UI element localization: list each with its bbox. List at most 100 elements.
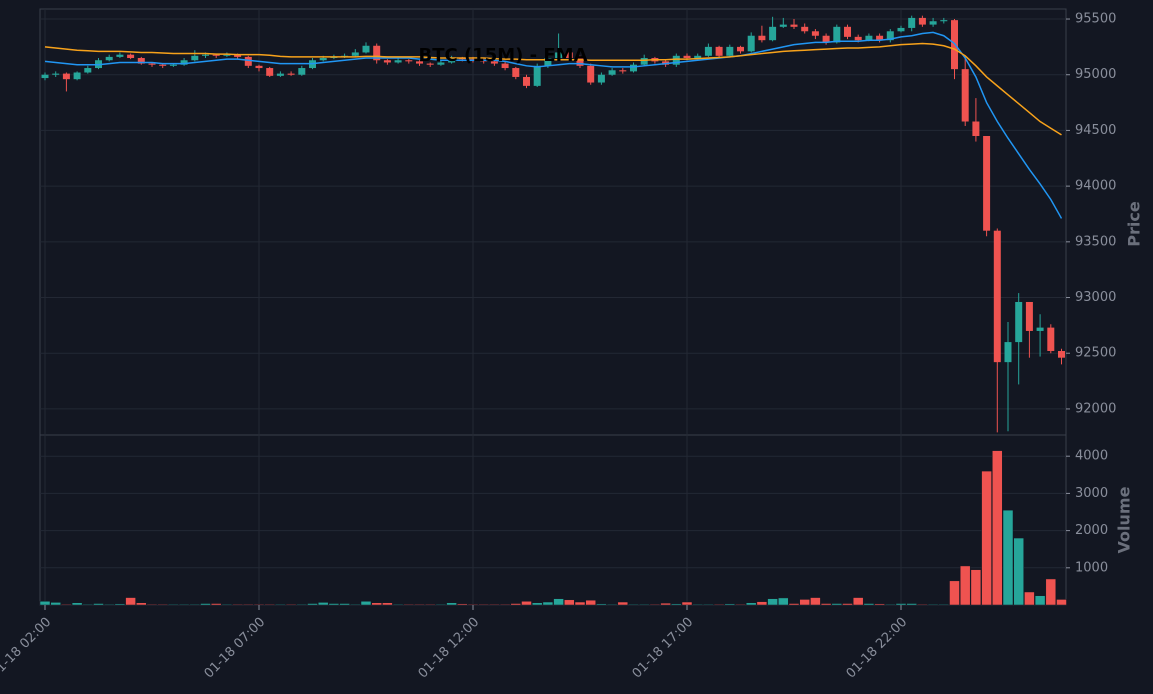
volume-bar bbox=[692, 604, 703, 606]
y-tick-label: 93500 bbox=[1075, 234, 1116, 249]
candle-body bbox=[844, 26, 851, 37]
y-tick-label: 95000 bbox=[1075, 67, 1116, 82]
candle-body bbox=[383, 60, 391, 63]
volume-bar bbox=[435, 604, 447, 606]
volume-bar bbox=[339, 603, 350, 606]
volume-panel bbox=[39, 434, 1067, 606]
candle-body bbox=[437, 62, 445, 65]
volume-bar bbox=[243, 604, 254, 606]
candle-body bbox=[940, 20, 948, 22]
volume-bar bbox=[1013, 537, 1024, 606]
candle-body bbox=[137, 58, 145, 64]
y-tick-label: 92500 bbox=[1075, 346, 1116, 361]
volume-bar bbox=[350, 604, 361, 606]
volume-bar bbox=[296, 604, 308, 606]
candle-body bbox=[854, 36, 862, 41]
candle-body bbox=[640, 58, 648, 65]
volume-bar bbox=[981, 470, 992, 606]
volume-bar bbox=[681, 601, 693, 606]
volume-bar bbox=[489, 604, 500, 606]
y-axis-label: Price bbox=[1125, 201, 1144, 247]
volume-bar bbox=[852, 597, 864, 606]
candle-body bbox=[351, 52, 359, 56]
candle-body bbox=[501, 63, 509, 69]
volume-bar bbox=[71, 602, 83, 606]
volume-bar bbox=[703, 604, 714, 606]
candle-body bbox=[597, 74, 605, 83]
volume-bar bbox=[146, 604, 158, 606]
candle-body bbox=[790, 24, 798, 27]
candle-body bbox=[319, 58, 327, 61]
volume-bar bbox=[499, 604, 511, 606]
y-tick-label: 94000 bbox=[1075, 179, 1116, 194]
x-tick-label: 01-18 22:00 bbox=[844, 615, 911, 682]
candle-body bbox=[212, 54, 220, 56]
volume-bar bbox=[810, 597, 821, 606]
y-tick-label: 94500 bbox=[1075, 123, 1116, 138]
volume-bar bbox=[756, 601, 768, 606]
volume-bar bbox=[403, 604, 415, 606]
candle-body bbox=[416, 61, 423, 64]
y-tick-label: 4000 bbox=[1075, 449, 1108, 464]
candle-body bbox=[490, 61, 498, 64]
candle-body bbox=[704, 46, 712, 56]
candle-body bbox=[41, 74, 49, 79]
volume-bar bbox=[585, 599, 596, 606]
volume-bar bbox=[831, 603, 843, 606]
candle-body bbox=[362, 45, 370, 53]
volume-bar bbox=[553, 598, 564, 606]
candle-body bbox=[523, 76, 530, 86]
volume-bar bbox=[285, 604, 297, 606]
candle-body bbox=[1015, 301, 1023, 343]
volume-bar bbox=[125, 597, 136, 606]
x-tick-label: 01-18 07:00 bbox=[202, 615, 269, 682]
volume-bar bbox=[424, 604, 436, 606]
candle-body bbox=[769, 26, 777, 41]
candle-body bbox=[972, 121, 980, 136]
volume-bar bbox=[264, 604, 275, 606]
volume-bar bbox=[328, 603, 340, 606]
volume-bar bbox=[778, 597, 789, 606]
candle-body bbox=[169, 64, 177, 66]
volume-bar bbox=[392, 604, 404, 606]
volume-bar bbox=[531, 602, 543, 606]
volume-bar bbox=[788, 603, 800, 606]
chart-title: BTC (15M) - EMA bbox=[418, 45, 587, 66]
volume-bar bbox=[82, 604, 94, 606]
ema-line bbox=[44, 31, 1063, 219]
volume-bar bbox=[596, 603, 607, 606]
candle-body bbox=[298, 68, 306, 75]
volume-bar bbox=[275, 604, 286, 606]
candle-body bbox=[619, 70, 627, 72]
candle-body bbox=[276, 73, 284, 76]
candle-body bbox=[908, 17, 916, 28]
volume-bar bbox=[61, 604, 72, 606]
candle-body bbox=[694, 55, 702, 59]
volume-bar bbox=[521, 601, 532, 606]
volume-bar bbox=[478, 604, 489, 606]
volume-bar bbox=[371, 602, 382, 606]
candle-body bbox=[73, 72, 81, 80]
volume-bar bbox=[938, 604, 950, 606]
volume-bar bbox=[767, 598, 778, 606]
candle-body bbox=[886, 31, 894, 41]
volume-bar bbox=[221, 604, 233, 606]
candle-body bbox=[897, 27, 905, 32]
candle-body bbox=[394, 60, 402, 63]
volume-bar bbox=[457, 603, 468, 606]
volume-bar bbox=[232, 604, 243, 606]
candle-body bbox=[865, 35, 873, 41]
candle-body bbox=[52, 73, 60, 75]
candle-body bbox=[533, 65, 541, 86]
volume-bar bbox=[660, 602, 671, 606]
volume-bar bbox=[799, 599, 810, 606]
volume-bar bbox=[50, 602, 61, 606]
candle-body bbox=[127, 54, 135, 59]
candle-body bbox=[180, 60, 188, 65]
candle-body bbox=[918, 17, 926, 25]
candle-body bbox=[116, 54, 124, 57]
volume-bar bbox=[189, 604, 201, 606]
volume-bar bbox=[178, 604, 190, 606]
y-tick-label: 92000 bbox=[1075, 401, 1116, 416]
price-panel bbox=[39, 8, 1067, 436]
